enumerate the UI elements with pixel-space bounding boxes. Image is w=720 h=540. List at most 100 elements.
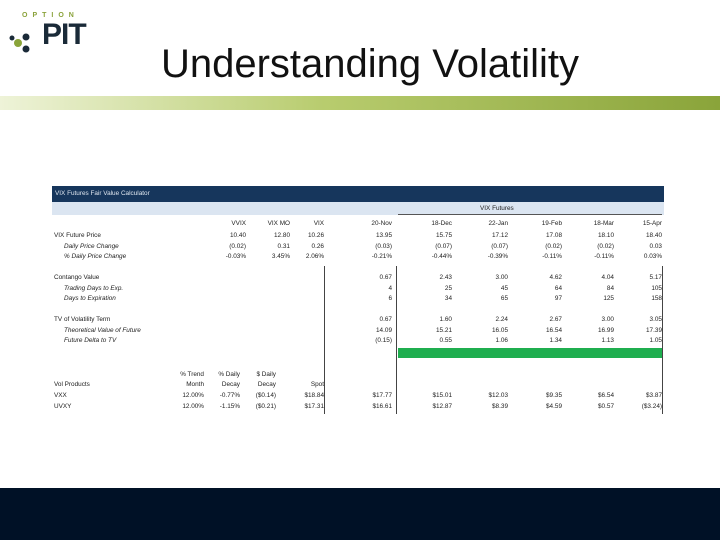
column-header-row: VVIX VIX MO VIX 20-Nov 18-Dec 22-Jan 19-Feb 18-… [52, 219, 664, 228]
separator-line-3 [662, 266, 663, 414]
table-cell: Contango Value [54, 274, 100, 281]
table-cell: VXX [54, 392, 67, 399]
table-cell: (0.03) [375, 242, 392, 250]
sheet-header-title: VIX Futures Fair Value Calculator [55, 190, 150, 197]
table-cell: 10.40 [230, 232, 246, 239]
table-row: VIX Future Price 10.40 12.80 10.26 13.95 15.7… [52, 231, 664, 240]
table-cell: 18.40 [646, 232, 662, 239]
table-cell: 0.55 [439, 337, 452, 344]
products-header-row: % Trend % Daily $ Daily [52, 370, 664, 379]
table-cell: 1.05 [649, 337, 662, 344]
table-cell: 2.43 [439, 274, 452, 281]
table-cell: -0.21% [371, 253, 392, 260]
separator-line-2 [396, 266, 397, 414]
table-cell: Days to Expiration [64, 295, 116, 302]
table-cell: 158 [651, 295, 662, 302]
table-cell: -0.77% [219, 392, 240, 399]
table-cell: 0.03% [643, 253, 662, 260]
table-cell: 97 [554, 295, 562, 302]
table-cell: 18-Dec [431, 220, 452, 227]
table-cell: -0.39% [487, 253, 508, 260]
table-cell: 17.12 [492, 232, 508, 239]
table-cell: 4.62 [549, 274, 562, 281]
title-rule [0, 96, 720, 110]
table-cell: $18.84 [304, 392, 324, 399]
table-cell: Month [186, 381, 204, 388]
table-cell: 125 [603, 295, 614, 302]
logo-top-text: OPTION [22, 12, 79, 19]
table-cell: Decay [221, 381, 240, 388]
table-cell: 18-Mar [593, 220, 614, 227]
table-cell: 10.26 [308, 232, 324, 239]
table-cell: 45 [500, 284, 508, 292]
table-cell: 15-Apr [642, 220, 662, 227]
table-row [52, 263, 664, 272]
table-cell: (0.02) [229, 242, 246, 250]
table-cell: 1.60 [439, 316, 452, 323]
slide-title: Understanding Volatility [160, 42, 580, 86]
table-cell: 22-Jan [488, 220, 508, 227]
table-cell: VVIX [231, 220, 246, 227]
option-pit-logo: OPTION PIT [8, 12, 108, 56]
table-cell: 19-Feb [541, 220, 562, 227]
table-cell: (0.15) [375, 337, 392, 344]
table-cell: TV of Volatility Term [54, 316, 111, 323]
table-cell: $ Daily [256, 371, 276, 378]
product-row: VXX 12.00% -0.77% ($0.14) $18.84 $17.77 $15.01… [52, 391, 664, 400]
table-cell: 1.06 [495, 337, 508, 344]
table-row: Contango Value 0.67 2.43 3.00 4.62 4.04 5.17 [52, 273, 664, 282]
table-cell: 4.04 [601, 274, 614, 281]
table-cell: 1.34 [549, 337, 562, 344]
table-cell: 6 [388, 295, 392, 302]
table-cell: 25 [444, 284, 452, 292]
table-cell: $9.35 [546, 392, 562, 399]
table-cell: 20-Nov [371, 220, 392, 227]
product-row: UVXY 12.00% -1.15% ($0.21) $17.31 $16.61 $12.8… [52, 402, 664, 411]
table-row: Days to Expiration 6 34 65 97 125 158 [52, 294, 664, 303]
table-cell: (0.02) [597, 242, 614, 250]
table-cell: 34 [444, 295, 452, 302]
table-cell: 3.05 [649, 316, 662, 323]
table-cell: 0.26 [311, 242, 324, 250]
vix-futures-underline [398, 214, 662, 215]
table-cell: ($0.21) [255, 402, 276, 410]
table-cell: $3.87 [646, 392, 662, 399]
table-cell: Trading Days to Exp. [64, 284, 124, 292]
table-cell: Decay [257, 381, 276, 388]
table-cell: Vol Products [54, 381, 90, 388]
table-cell: 14.09 [376, 326, 392, 334]
table-cell: % Daily Price Change [64, 253, 127, 260]
table-cell: 0.67 [379, 274, 392, 281]
table-cell: 1.13 [601, 337, 614, 344]
table-cell: $12.03 [488, 392, 508, 399]
table-cell: 12.80 [274, 232, 290, 239]
table-cell: 18.10 [598, 232, 614, 239]
table-cell: Theoretical Value of Future [64, 326, 141, 334]
table-cell: -0.03% [225, 253, 246, 260]
table-row: TV of Volatility Term 0.67 1.60 2.24 2.67 3.0… [52, 315, 664, 324]
table-cell: 0.67 [379, 316, 392, 323]
table-cell: Spot [310, 381, 324, 388]
table-cell: VIX [313, 220, 324, 227]
table-row: Trading Days to Exp. 4 25 45 64 84 105 [52, 284, 664, 293]
table-cell: $17.31 [304, 402, 324, 410]
table-cell: 12.00% [182, 392, 204, 399]
table-cell: 4 [388, 284, 392, 292]
table-cell: 64 [554, 284, 562, 292]
table-cell: 15.75 [436, 232, 452, 239]
separator-line-1 [324, 266, 325, 414]
table-cell: % Trend [180, 371, 204, 378]
table-cell: 17.08 [546, 232, 562, 239]
table-cell: VIX Future Price [54, 232, 101, 239]
table-cell: 3.00 [601, 316, 614, 323]
table-cell: 16.05 [492, 326, 508, 334]
table-cell: -0.11% [542, 253, 562, 260]
table-cell: 12.00% [182, 402, 204, 410]
table-cell: 2.06% [305, 253, 324, 260]
table-cell: 5.17 [649, 274, 662, 281]
table-cell: -0.44% [431, 253, 452, 260]
table-cell: Daily Price Change [64, 242, 119, 250]
table-cell: $6.54 [598, 392, 614, 399]
table-cell: $0.57 [598, 402, 614, 410]
products-subheader-row: Vol Products Month Decay Decay Spot [52, 380, 664, 389]
